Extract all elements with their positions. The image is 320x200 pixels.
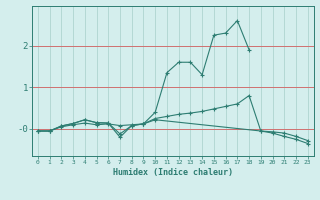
X-axis label: Humidex (Indice chaleur): Humidex (Indice chaleur)	[113, 168, 233, 177]
